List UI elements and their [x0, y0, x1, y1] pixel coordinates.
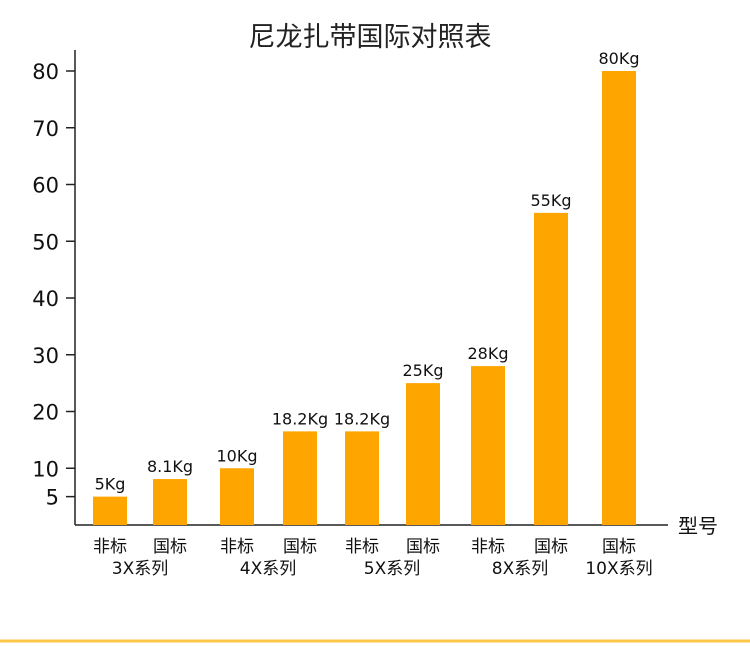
y-tick-label: 40	[32, 287, 59, 311]
bar-category-label: 国标	[534, 537, 568, 557]
bar-category-label: 非标	[93, 537, 127, 557]
bar-value-label: 5Kg	[95, 475, 126, 494]
y-tick-label: 70	[32, 117, 59, 141]
y-tick-label: 60	[32, 174, 59, 198]
bars	[93, 71, 636, 525]
y-tick-label: 20	[32, 401, 59, 425]
y-tick-label: 50	[32, 230, 59, 254]
bar	[602, 71, 636, 525]
bar	[406, 383, 440, 525]
bar-value-label: 8.1Kg	[147, 457, 193, 476]
bar-value-label: 18.2Kg	[272, 409, 328, 428]
bar	[345, 431, 379, 525]
category-labels: 非标 国标 非标 国标 非标 国标 非标 国标 国标	[93, 537, 636, 557]
bar	[534, 212, 568, 525]
bar-category-label: 国标	[283, 537, 317, 557]
y-tick-label: 80	[32, 60, 59, 84]
group-label: 10X系列	[585, 559, 652, 579]
bar	[220, 468, 254, 525]
bar-category-label: 国标	[153, 537, 187, 557]
group-label: 3X系列	[112, 559, 168, 579]
bar-category-label: 非标	[345, 537, 379, 557]
group-labels: 3X系列 4X系列 5X系列 8X系列 10X系列	[112, 559, 653, 579]
y-tick-label: 5	[46, 486, 59, 510]
bar-value-label: 25Kg	[402, 361, 443, 380]
x-axis-title: 型号	[678, 514, 718, 538]
value-labels: 5Kg 8.1Kg 10Kg 18.2Kg 18.2Kg 25Kg 28Kg 55Kg 80Kg	[95, 49, 640, 494]
chart-title: 尼龙扎带国际对照表	[249, 22, 492, 53]
group-label: 5X系列	[364, 559, 420, 579]
bar-value-label: 18.2Kg	[334, 409, 390, 428]
bar	[93, 496, 127, 525]
group-label: 4X系列	[240, 559, 296, 579]
bar-category-label: 非标	[471, 537, 505, 557]
bar	[471, 366, 505, 525]
bar-value-label: 28Kg	[467, 344, 508, 363]
y-tick-label: 10	[32, 457, 59, 481]
y-tick-label: 30	[32, 344, 59, 368]
bar-value-label: 55Kg	[530, 191, 571, 210]
bar-category-label: 国标	[602, 537, 636, 557]
group-label: 8X系列	[492, 559, 548, 579]
bar-category-label: 非标	[220, 537, 254, 557]
bar-value-label: 10Kg	[216, 446, 257, 465]
bar-category-label: 国标	[406, 537, 440, 557]
bar	[153, 479, 187, 525]
y-axis-ticks: 5 10 20 30 40 50 60 70 80	[32, 60, 75, 510]
bar-value-label: 80Kg	[598, 49, 639, 68]
bar	[283, 431, 317, 525]
